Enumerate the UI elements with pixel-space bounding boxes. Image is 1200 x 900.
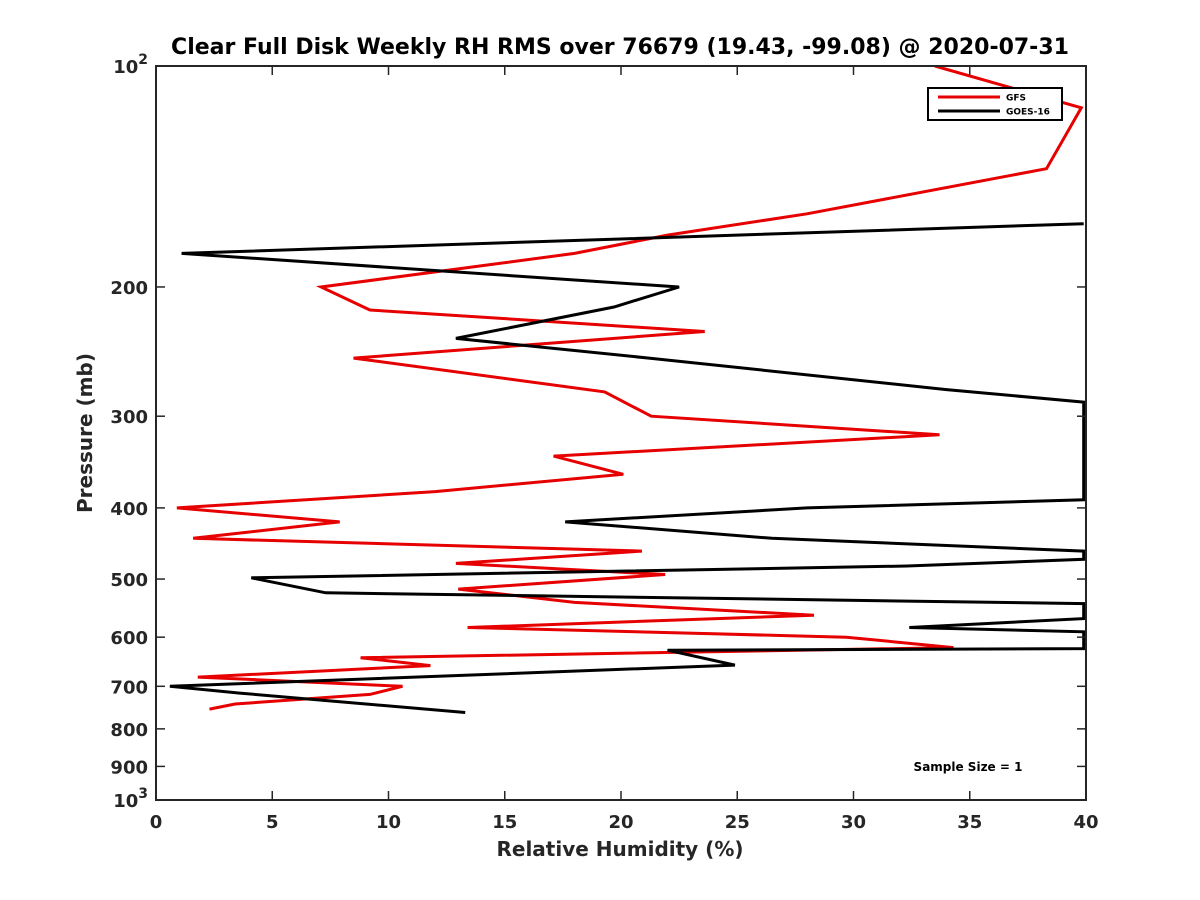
legend: GFS GOES-16 <box>927 87 1063 121</box>
y-axis-ticks: 102 200 300 400 500 600 700 800 900 103 <box>110 52 1086 812</box>
x-axis-label: Relative Humidity (%) <box>496 837 743 861</box>
chart-title: Clear Full Disk Weekly RH RMS over 76679… <box>171 35 1069 60</box>
x-tick-label: 0 <box>150 812 163 833</box>
y-tick-label: 700 <box>110 677 148 698</box>
series-line-goes-16 <box>169 222 1086 714</box>
series-layer <box>169 65 1086 714</box>
y-tick-label: 600 <box>110 628 148 649</box>
y-tick-label: 200 <box>110 278 148 299</box>
x-tick-label: 15 <box>492 812 517 833</box>
axes-frame <box>155 65 1087 801</box>
legend-label-gfs: GFS <box>1006 94 1026 104</box>
y-tick-label: 800 <box>110 720 148 741</box>
y-tick-label: 400 <box>110 499 148 520</box>
legend-box <box>927 87 1063 121</box>
x-tick-label: 20 <box>608 812 633 833</box>
y-tick-label: 900 <box>110 757 148 778</box>
legend-label-goes-16: GOES-16 <box>1006 108 1050 118</box>
y-tick-label: 103 <box>113 786 148 812</box>
y-tick-label: 102 <box>113 52 148 78</box>
x-tick-label: 30 <box>841 812 866 833</box>
x-tick-label: 40 <box>1073 812 1098 833</box>
x-tick-label: 25 <box>725 812 750 833</box>
x-tick-label: 10 <box>376 812 401 833</box>
x-tick-label: 35 <box>957 812 982 833</box>
x-axis-ticks: 0 5 10 15 20 25 30 35 40 <box>150 66 1099 833</box>
x-tick-label: 5 <box>266 812 279 833</box>
y-tick-label: 500 <box>110 570 148 591</box>
sample-size-annotation: Sample Size = 1 <box>914 760 1023 774</box>
y-tick-label: 300 <box>110 407 148 428</box>
y-axis-label: Pressure (mb) <box>73 353 97 513</box>
plot-area: 0 5 10 15 20 25 30 35 40 102 200 300 400 500 600 700 80… <box>110 52 1098 833</box>
series-line-gfs <box>176 65 1084 711</box>
